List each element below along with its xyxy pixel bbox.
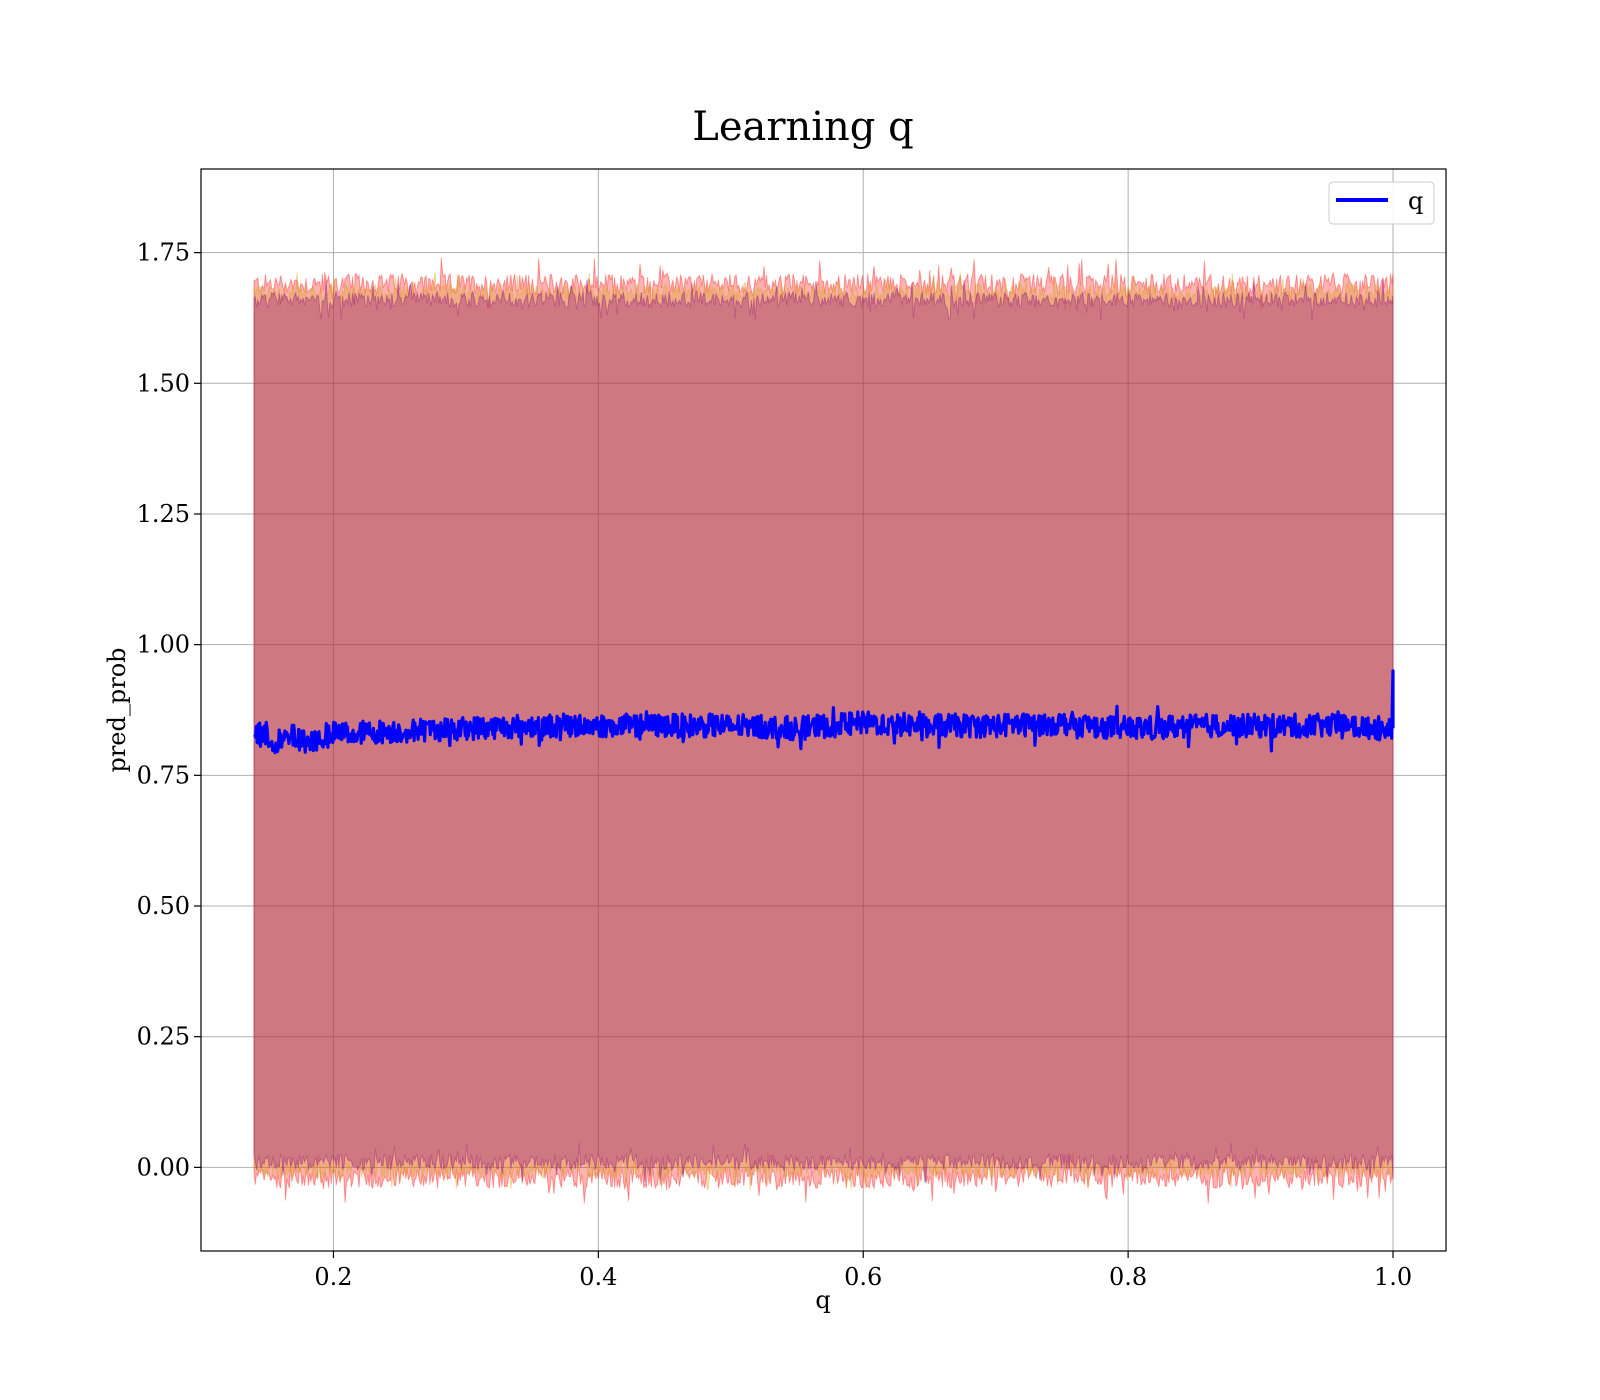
y-tick-label: 1.75 <box>137 239 190 267</box>
legend-label-q: q <box>1408 187 1423 215</box>
x-tick-label: 0.6 <box>844 1263 882 1291</box>
series-line-q <box>253 669 1395 755</box>
legend: q <box>1328 181 1435 225</box>
y-tick-label: 1.00 <box>137 631 190 659</box>
plot-frame <box>200 168 1447 1252</box>
x-tick-label: 0.2 <box>314 1263 352 1291</box>
legend-box <box>1328 181 1435 225</box>
x-axis-label: q <box>815 1286 830 1314</box>
y-tick-label: 1.50 <box>137 369 190 397</box>
chart-title: Learning q <box>692 104 913 150</box>
y-tick-label: 0.50 <box>137 892 190 920</box>
x-tick-label: 1.0 <box>1374 1263 1412 1291</box>
series-layer <box>253 669 1395 755</box>
x-tick-label: 0.4 <box>579 1263 617 1291</box>
y-tick-label: 0.25 <box>137 1023 190 1051</box>
y-axis-label: pred_prob <box>103 647 131 772</box>
tick-layer: 0.2 0.4 0.6 0.8 1.0 0.00 0.25 0.50 0.75 1.00 1.25 1… <box>137 239 1413 1291</box>
y-tick-label: 0.00 <box>137 1153 190 1181</box>
grid-layer <box>201 169 1446 1251</box>
y-tick-label: 0.75 <box>137 761 190 789</box>
y-tick-label: 1.25 <box>137 500 190 528</box>
x-tick-label: 0.8 <box>1109 1263 1147 1291</box>
